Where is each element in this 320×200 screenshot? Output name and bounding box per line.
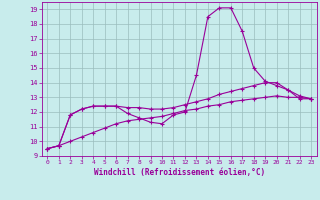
- X-axis label: Windchill (Refroidissement éolien,°C): Windchill (Refroidissement éolien,°C): [94, 168, 265, 177]
